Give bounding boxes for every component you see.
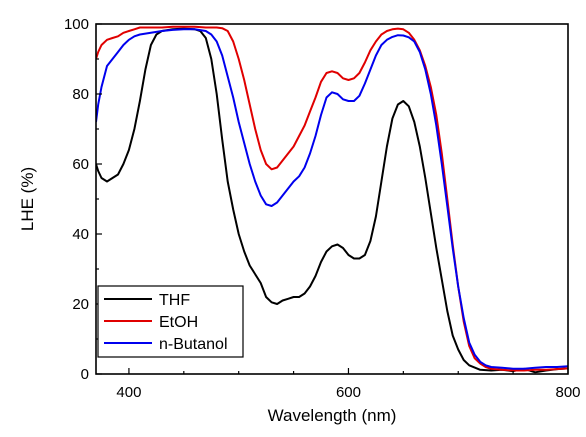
legend-label-thf: THF: [159, 292, 190, 309]
series-layer: [96, 25, 568, 374]
legend-label-n-butanol: n-Butanol: [159, 336, 228, 353]
legend-label-etoh: EtOH: [159, 314, 198, 331]
series-line-n-butanol: [96, 28, 568, 370]
series-line-thf: [96, 27, 568, 374]
y-tick-label: 100: [64, 16, 89, 33]
y-axis-title: LHE (%): [18, 167, 37, 231]
y-tick-label: 0: [81, 366, 89, 383]
x-tick-label: 400: [116, 384, 141, 401]
y-tick-label: 20: [72, 296, 89, 313]
legend: THF EtOH n-Butanol: [97, 285, 244, 358]
legend-box: [97, 285, 244, 358]
x-axis: 400 600 800: [116, 368, 581, 401]
y-tick-label: 80: [72, 86, 89, 103]
y-tick-label: 40: [72, 226, 89, 243]
x-axis-title: Wavelength (nm): [268, 406, 397, 425]
x-tick-label: 800: [555, 384, 580, 401]
y-tick-label: 60: [72, 156, 89, 173]
x-tick-label: 600: [336, 384, 361, 401]
